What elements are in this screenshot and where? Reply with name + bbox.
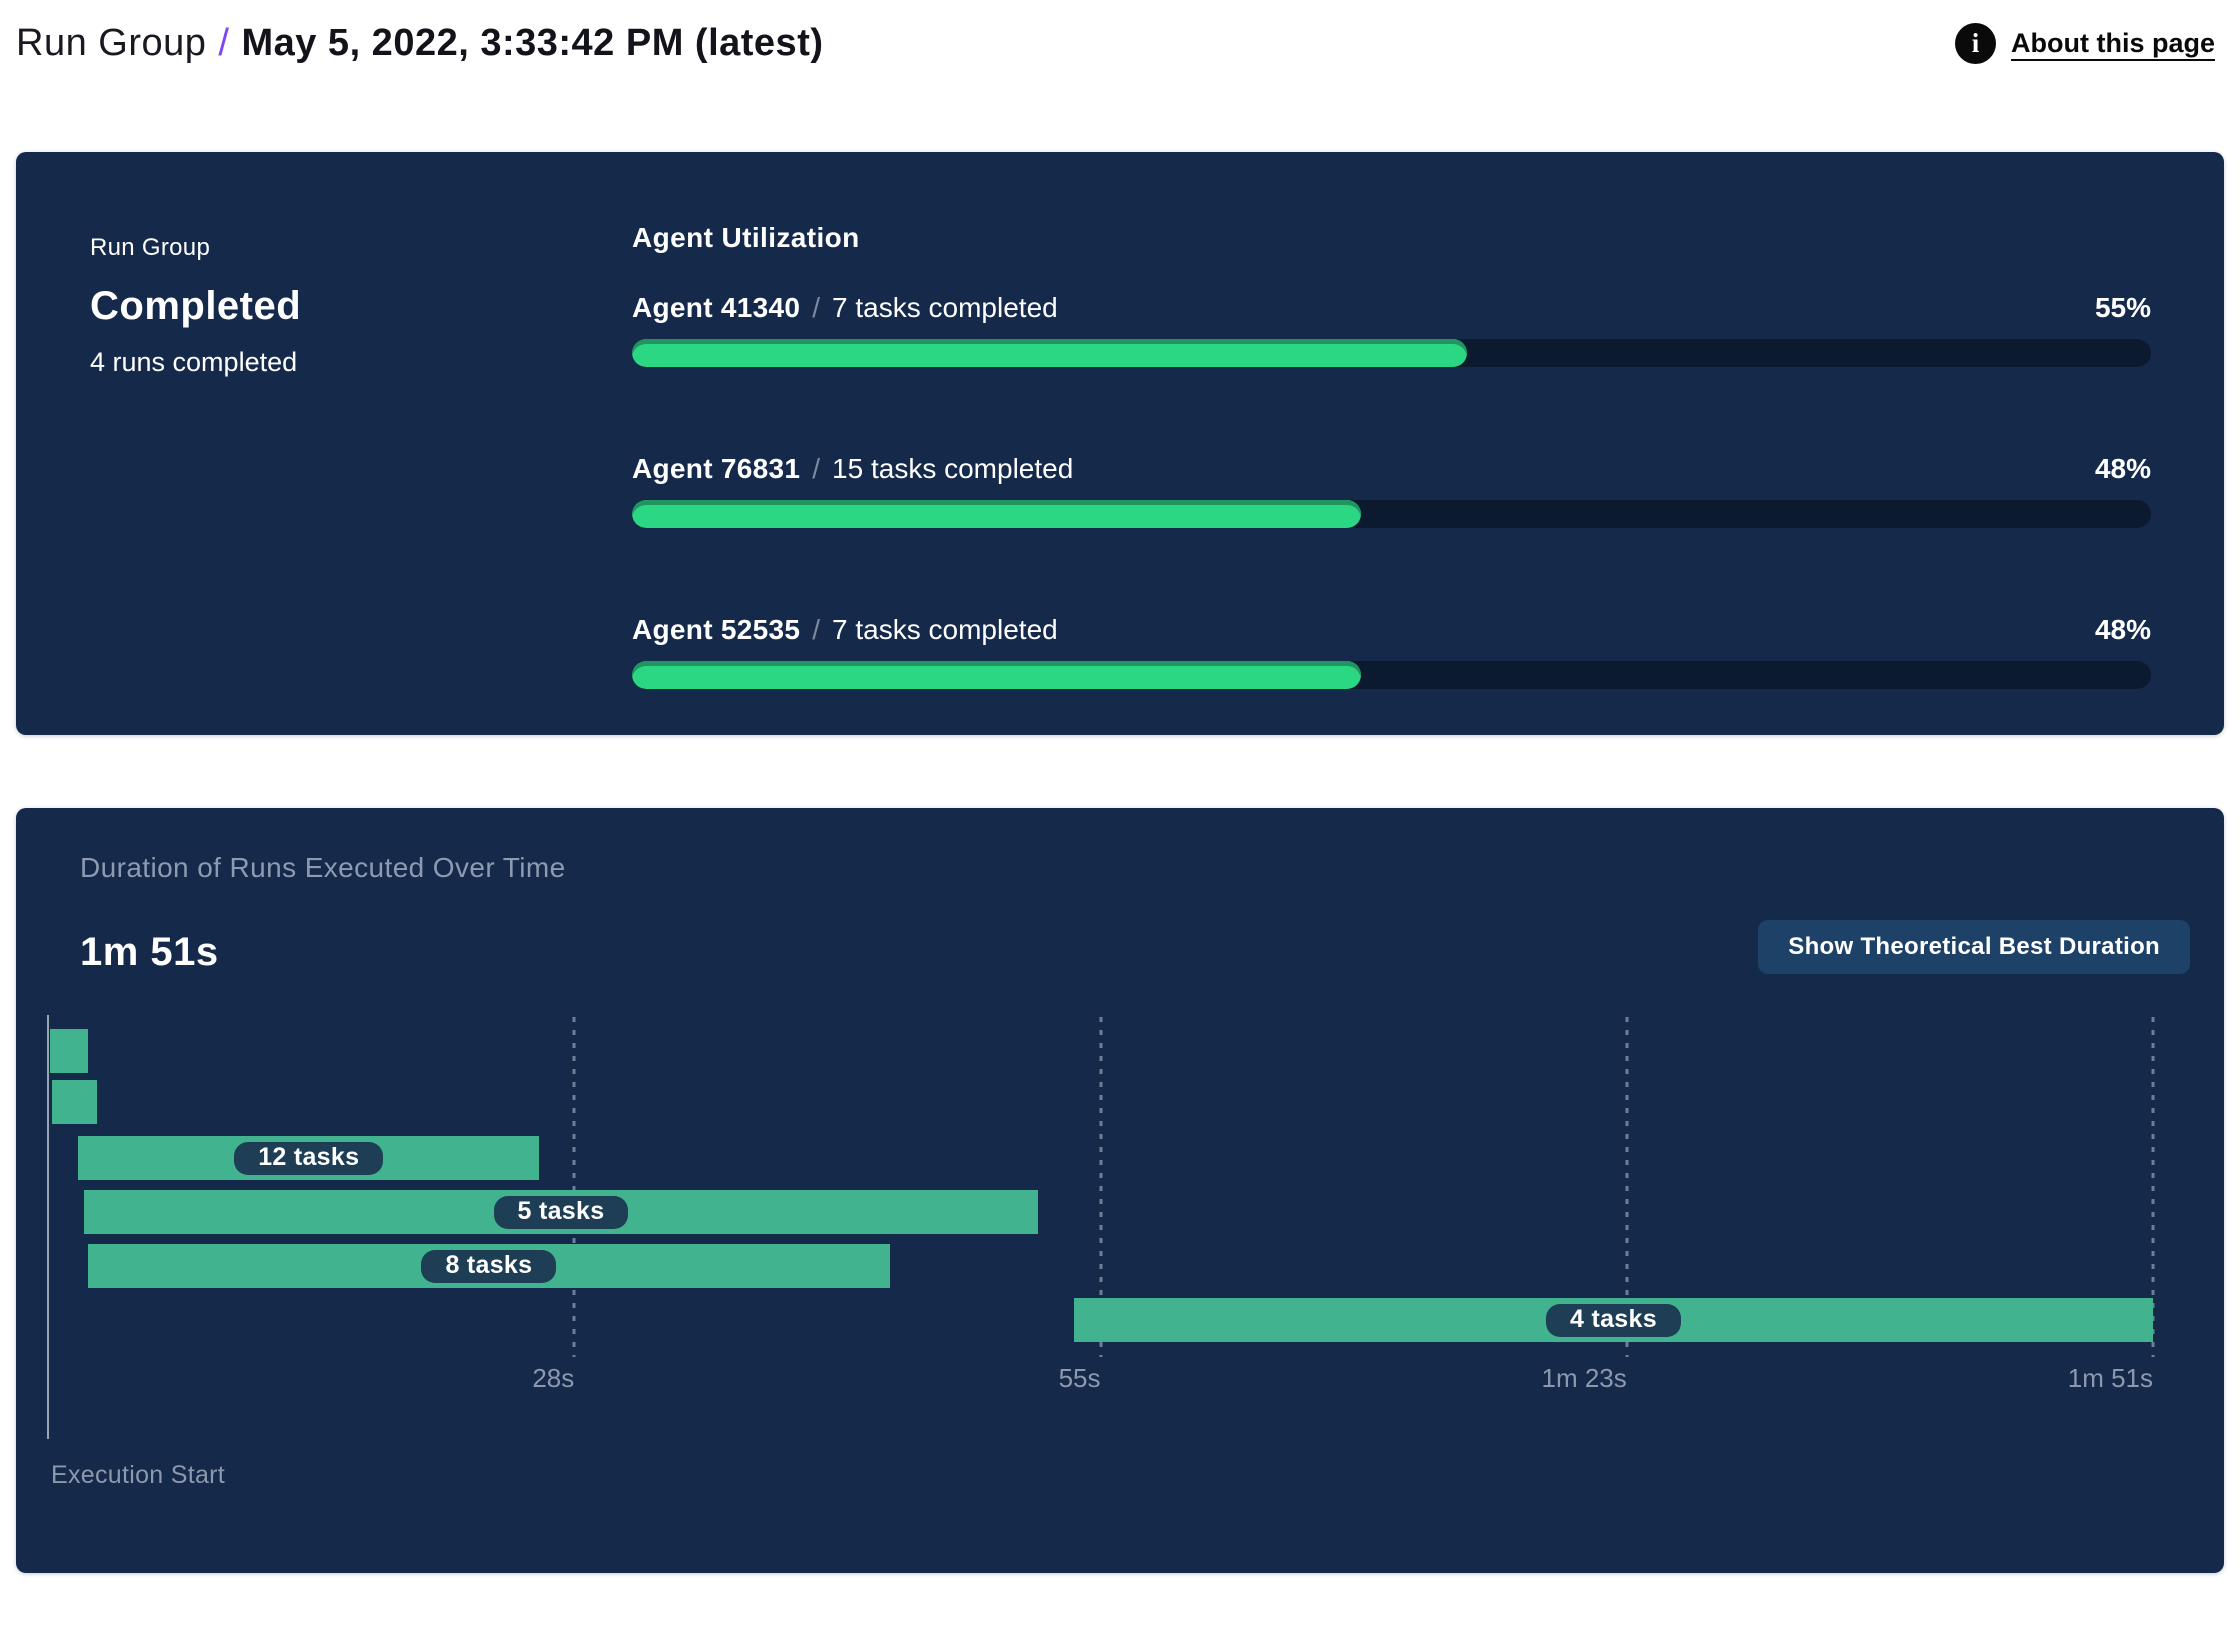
agent-utilization-row: Agent 76831 / 15 tasks completed 48% <box>632 451 2151 528</box>
agent-utilization-row: Agent 52535 / 7 tasks completed 48% <box>632 612 2151 689</box>
agent-utilization-title: Agent Utilization <box>632 222 860 253</box>
gridline-1m51s <box>2151 1017 2155 1357</box>
breadcrumb-run-group[interactable]: Run Group <box>16 21 207 64</box>
agent-tasks-completed: 7 tasks completed <box>832 614 1058 645</box>
run-group-status-block: Run Group Completed 4 runs completed <box>90 234 301 378</box>
agent-name-separator: / <box>812 614 821 645</box>
page-title: Run Group / May 5, 2022, 3:33:42 PM (lates… <box>16 22 824 65</box>
run-bar[interactable] <box>49 1029 88 1073</box>
run-bar-4-tasks[interactable]: 4 tasks <box>1073 1298 2153 1342</box>
breadcrumb-separator: / <box>218 21 230 64</box>
duration-chart-title: Duration of Runs Executed Over Time <box>80 852 566 883</box>
execution-start-label: Execution Start <box>51 1461 226 1489</box>
utilization-bar-fill <box>632 661 1362 689</box>
info-icon: i <box>1955 22 1996 64</box>
agent-utilization-rows: Agent 41340 / 7 tasks completed 55% Agen… <box>632 290 2151 689</box>
run-group-summary-panel: Run Group Completed 4 runs completed Age… <box>16 152 2224 735</box>
agent-utilization-percent: 48% <box>2094 453 2151 484</box>
agent-utilization-section: Agent Utilization Agent 41340 / 7 tasks … <box>632 222 2151 689</box>
agent-tasks-completed: 15 tasks completed <box>832 453 1074 484</box>
about-link-label: About this page <box>2011 27 2215 58</box>
total-duration-value: 1m 51s <box>80 930 219 974</box>
agent-name-separator: / <box>812 292 821 323</box>
utilization-bar-fill <box>632 500 1362 528</box>
page-header: Run Group / May 5, 2022, 3:33:42 PM (lates… <box>0 0 2240 72</box>
show-theoretical-best-duration-button[interactable]: Show Theoretical Best Duration <box>1758 920 2190 974</box>
utilization-bar-track <box>632 500 2151 528</box>
tick-label: 1m 23s <box>1541 1363 1627 1393</box>
utilization-bar-track <box>632 339 2151 367</box>
tick-label: 28s <box>532 1363 575 1393</box>
task-count-pill: 4 tasks <box>1546 1303 1681 1337</box>
duration-panel: Duration of Runs Executed Over Time 1m 5… <box>16 808 2224 1573</box>
run-bar-12-tasks[interactable]: 12 tasks <box>78 1136 540 1180</box>
gantt-chart: 28s 55s 1m 23s 1m 51s 12 tasks 5 tasks 8 tasks… <box>47 1015 2155 1439</box>
runs-completed-count: 4 runs completed <box>90 347 298 377</box>
utilization-bar-track <box>632 661 2151 689</box>
tick-label: 55s <box>1058 1363 1101 1393</box>
gridline-28s <box>572 1017 576 1357</box>
run-group-status: Completed <box>90 284 302 328</box>
task-count-pill: 5 tasks <box>493 1195 629 1229</box>
gridline-1m23s <box>1625 1017 1629 1357</box>
agent-utilization-percent: 48% <box>2094 614 2151 645</box>
task-count-pill: 12 tasks <box>234 1141 384 1175</box>
page-title-date: May 5, 2022, 3:33:42 PM (latest) <box>241 21 824 64</box>
agent-utilization-row: Agent 41340 / 7 tasks completed 55% <box>632 290 2151 367</box>
agent-name: Agent 52535 <box>632 614 801 645</box>
gridline-55s <box>1099 1017 1102 1357</box>
tick-label: 1m 51s <box>2067 1363 2153 1393</box>
execution-start-axis-line <box>47 1015 49 1439</box>
task-count-pill: 8 tasks <box>421 1249 557 1283</box>
run-group-label: Run Group <box>90 234 211 261</box>
run-bar-8-tasks[interactable]: 8 tasks <box>87 1244 890 1288</box>
agent-utilization-percent: 55% <box>2094 292 2151 323</box>
about-this-page-link[interactable]: i About this page <box>1955 22 2215 64</box>
utilization-bar-fill <box>632 339 1468 367</box>
agent-name: Agent 76831 <box>632 453 801 484</box>
agent-name-separator: / <box>812 453 821 484</box>
run-bar[interactable] <box>51 1080 98 1124</box>
agent-tasks-completed: 7 tasks completed <box>832 292 1058 323</box>
agent-name: Agent 41340 <box>632 292 801 323</box>
run-bar-5-tasks[interactable]: 5 tasks <box>84 1190 1038 1234</box>
